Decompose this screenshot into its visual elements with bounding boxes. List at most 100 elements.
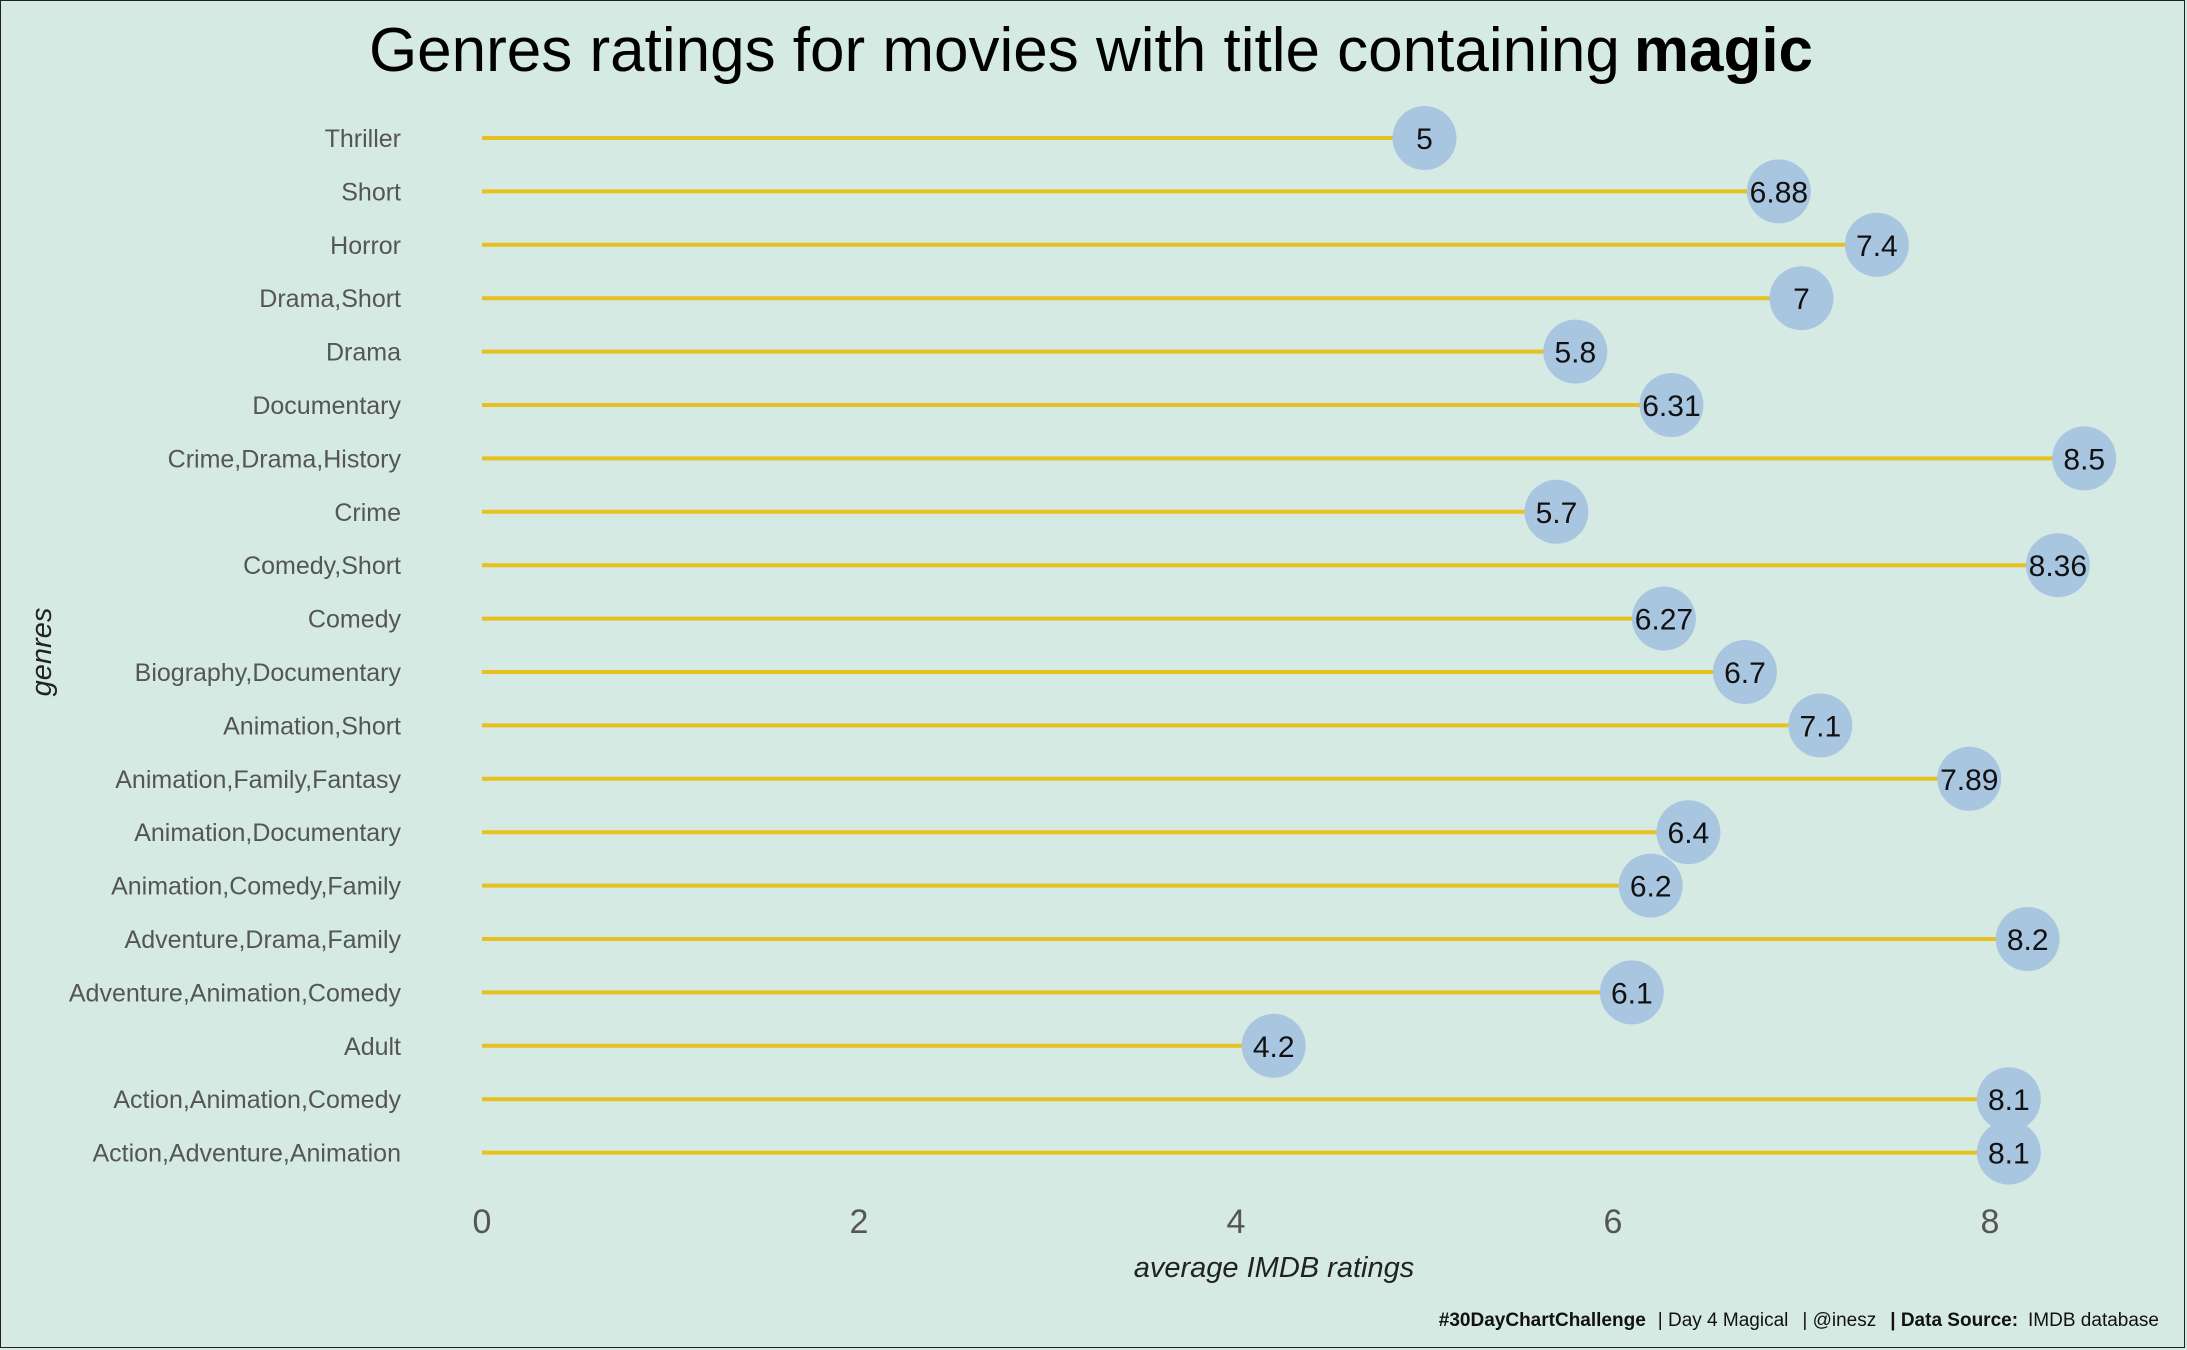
lollipop-row: Crime 5.7 — [334, 479, 1589, 544]
lollipop-row: Biography,Documentary 6.7 — [135, 640, 1777, 704]
value-label: 7.89 — [1940, 764, 1998, 797]
lollipop-dot — [1631, 586, 1696, 651]
category-label: Short — [341, 178, 401, 206]
lollipop-row: Comedy,Short 8.36 — [243, 533, 2090, 598]
value-label: 6.2 — [1630, 871, 1672, 904]
lollipop-dot — [2052, 426, 2117, 491]
lollipop-row: Animation,Comedy,Family 6.2 — [111, 853, 1683, 918]
category-label: Comedy — [308, 606, 402, 634]
category-label: Crime,Drama,History — [168, 445, 402, 473]
lollipop-row: Animation,Short 7.1 — [223, 693, 1853, 758]
category-label: Animation,Comedy,Family — [111, 873, 401, 901]
chart-title-main: Genres ratings for movies with title con… — [369, 16, 1620, 85]
category-label: Drama,Short — [259, 285, 401, 313]
lollipop-dot — [1543, 319, 1608, 384]
lollipop-row: Adult 4.2 — [344, 1013, 1306, 1078]
lollipop-dot — [1746, 159, 1811, 224]
lollipop-row: Drama 5.8 — [326, 319, 1608, 384]
category-label: Thriller — [325, 125, 401, 153]
lollipop-dot — [1524, 479, 1589, 544]
lollipop-dot — [1618, 853, 1683, 918]
value-label: 6.7 — [1724, 657, 1766, 690]
value-label: 6.88 — [1750, 176, 1808, 209]
category-label: Animation,Family,Fantasy — [115, 766, 401, 794]
value-label: 5.8 — [1554, 337, 1596, 370]
lollipop-row: Animation,Family,Fantasy 7.89 — [115, 746, 2002, 811]
value-label: 7.1 — [1799, 710, 1841, 743]
lollipop-dot — [1976, 1120, 2041, 1185]
caption-handle: | @inesz — [1802, 1310, 1876, 1331]
lollipop-row: Animation,Documentary 6.4 — [134, 800, 1721, 865]
lollipop-dot — [1844, 212, 1909, 277]
value-label: 7.4 — [1856, 230, 1898, 263]
y-axis-title: genres — [26, 608, 58, 697]
caption-source: IMDB database — [2028, 1310, 2159, 1331]
lollipop-row: Crime,Drama,History 8.5 — [168, 426, 2117, 491]
x-axis-title: average IMDB ratings — [1134, 1252, 1414, 1284]
value-label: 8.1 — [1988, 1138, 2030, 1171]
lollipop-dot — [1769, 266, 1834, 331]
category-label: Adventure,Animation,Comedy — [69, 979, 402, 1007]
lollipop-dot — [1937, 746, 2002, 811]
category-label: Horror — [330, 232, 401, 260]
lollipop-row: Adventure,Animation,Comedy 6.1 — [69, 960, 1664, 1025]
value-label: 8.2 — [2007, 924, 2049, 957]
lollipop-dot — [1392, 106, 1457, 170]
caption-day: | Day 4 Magical — [1658, 1310, 1789, 1331]
x-axis-ticks: 0 2 4 6 8 — [473, 1203, 2000, 1241]
value-label: 8.1 — [1988, 1084, 2030, 1117]
x-tick-label: 8 — [1981, 1203, 2000, 1241]
value-label: 7 — [1793, 283, 1810, 316]
value-label: 8.5 — [2063, 443, 2105, 476]
value-label: 6.4 — [1668, 817, 1710, 850]
category-label: Adventure,Drama,Family — [125, 926, 402, 954]
lollipop-row: Horror 7.4 — [330, 212, 1909, 277]
lollipop-row: Action,Adventure,Animation 8.1 — [92, 1120, 2041, 1185]
category-label: Adult — [344, 1033, 401, 1061]
value-label: 6.31 — [1642, 390, 1700, 423]
x-tick-label: 6 — [1604, 1203, 1623, 1241]
category-label: Crime — [334, 499, 401, 527]
x-tick-label: 0 — [473, 1203, 492, 1241]
value-label: 6.1 — [1611, 977, 1653, 1010]
caption-source-label: | Data Source: — [1890, 1310, 2018, 1331]
value-label: 4.2 — [1253, 1031, 1295, 1064]
lollipop-row: Drama,Short 7 — [259, 266, 1834, 331]
lollipop-row: Adventure,Drama,Family 8.2 — [125, 907, 2060, 971]
category-label: Animation,Documentary — [134, 819, 401, 847]
lollipop-dot — [2025, 533, 2090, 598]
chart-title-emphasis: magic — [1634, 16, 1813, 85]
lollipop-dot — [1788, 693, 1853, 758]
lollipop-dot — [1639, 373, 1704, 437]
category-label: Biography,Documentary — [135, 659, 402, 687]
value-label: 5.7 — [1536, 497, 1578, 530]
lollipop-row: Comedy 6.27 — [308, 586, 1696, 651]
lollipop-row: Action,Animation,Comedy 8.1 — [113, 1067, 2041, 1132]
lollipop-dot — [1712, 640, 1777, 704]
caption-hashtag: #30DayChartChallenge — [1439, 1310, 1646, 1331]
category-label: Animation,Short — [223, 712, 401, 740]
lollipop-dot — [1656, 800, 1721, 865]
value-label: 6.27 — [1635, 604, 1693, 637]
category-label: Drama — [326, 339, 401, 367]
category-label: Action,Adventure,Animation — [92, 1140, 401, 1168]
lollipop-row: Thriller 5 — [325, 106, 1457, 170]
lollipop-dot — [1599, 960, 1664, 1025]
lollipop-dot — [1241, 1013, 1306, 1078]
x-tick-label: 4 — [1227, 1203, 1246, 1241]
x-tick-label: 2 — [850, 1203, 869, 1241]
category-label: Comedy,Short — [243, 552, 401, 580]
category-label: Action,Animation,Comedy — [113, 1086, 401, 1114]
chart-title: Genres ratings for movies with title con… — [369, 16, 1813, 85]
lollipop-dot — [1976, 1067, 2041, 1132]
caption: #30DayChartChallenge | Day 4 Magical | @in… — [1439, 1310, 2159, 1331]
value-label: 5 — [1416, 123, 1433, 156]
lollipop-row: Documentary 6.31 — [252, 373, 1704, 437]
value-label: 8.36 — [2029, 550, 2087, 583]
lollipop-dot — [1995, 907, 2060, 971]
lollipop-row: Short 6.88 — [341, 159, 1811, 224]
category-label: Documentary — [252, 392, 401, 420]
